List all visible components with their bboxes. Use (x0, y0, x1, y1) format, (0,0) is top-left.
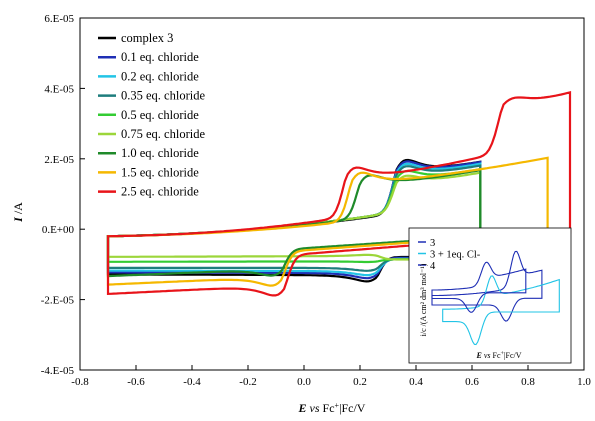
inset-curves (431, 250, 560, 346)
legend: complex 3 0.1 eq. chloride 0.2 eq. chlorid… (98, 31, 205, 199)
inset-legend-label: 4 (430, 261, 436, 272)
inset-chart: 33 + 1eq. Cl-4 i/c /(A cm² dm³ mol⁻¹) E … (408, 227, 572, 364)
y-tick-label: 4.E-05 (44, 83, 74, 95)
legend-label: 1.5 eq. chloride (121, 165, 199, 179)
legend-label: 0.1 eq. chloride (121, 50, 199, 64)
x-tick-label: 0.6 (465, 376, 479, 388)
inset-series-4 (431, 261, 527, 313)
inset-legend-label: 3 + 1eq. Cl- (430, 250, 481, 261)
x-tick-label: 0.8 (521, 376, 535, 388)
x-tick-label: 0.0 (297, 376, 311, 388)
inset-legend-label: 3 (430, 238, 435, 249)
x-tick-label: -0.6 (127, 376, 145, 388)
plot-area (79, 17, 585, 371)
legend-label: 1.0 eq. chloride (121, 146, 199, 160)
legend-label: 0.2 eq. chloride (121, 69, 199, 83)
x-axis: -0.8 -0.6 -0.4 -0.2 0.0 0.2 0.4 0.6 0.8 1.0 (71, 365, 591, 388)
legend-label: 0.5 eq. chloride (121, 108, 199, 122)
x-tick-label: 1.0 (577, 376, 591, 388)
x-tick-label: -0.4 (183, 376, 201, 388)
inset-legend: 33 + 1eq. Cl-4 (418, 238, 481, 272)
y-tick-label: -2.E-05 (41, 295, 75, 307)
x-axis-title: E vs Fc+|Fc/V (298, 401, 366, 416)
legend-label: complex 3 (121, 31, 173, 45)
legend-label: 2.5 eq. chloride (121, 185, 199, 199)
y-tick-label: 6.E-05 (44, 13, 74, 25)
y-axis: -4.E-05 -2.E-05 0.E+00 2.E-05 4.E-05 6.E-05 (41, 13, 85, 377)
x-tick-label: 0.4 (409, 376, 423, 388)
inset-series-3-cl (442, 275, 560, 346)
legend-label: 0.75 eq. chloride (121, 127, 205, 141)
inset-series-3 (431, 250, 543, 322)
y-tick-label: -4.E-05 (41, 365, 75, 377)
y-tick-label: 2.E-05 (44, 154, 74, 166)
inset-x-axis-title: E vs Fc+|Fc/V (475, 351, 521, 360)
inset-y-axis-title: i/c /(A cm² dm³ mol⁻¹) (419, 263, 428, 336)
legend-label: 0.35 eq. chloride (121, 89, 205, 103)
x-tick-label: 0.2 (353, 376, 367, 388)
y-tick-label: 0.E+00 (42, 224, 75, 236)
x-tick-label: -0.2 (239, 376, 256, 388)
y-axis-title: I /A (11, 202, 25, 223)
x-tick-label: -0.8 (71, 376, 89, 388)
